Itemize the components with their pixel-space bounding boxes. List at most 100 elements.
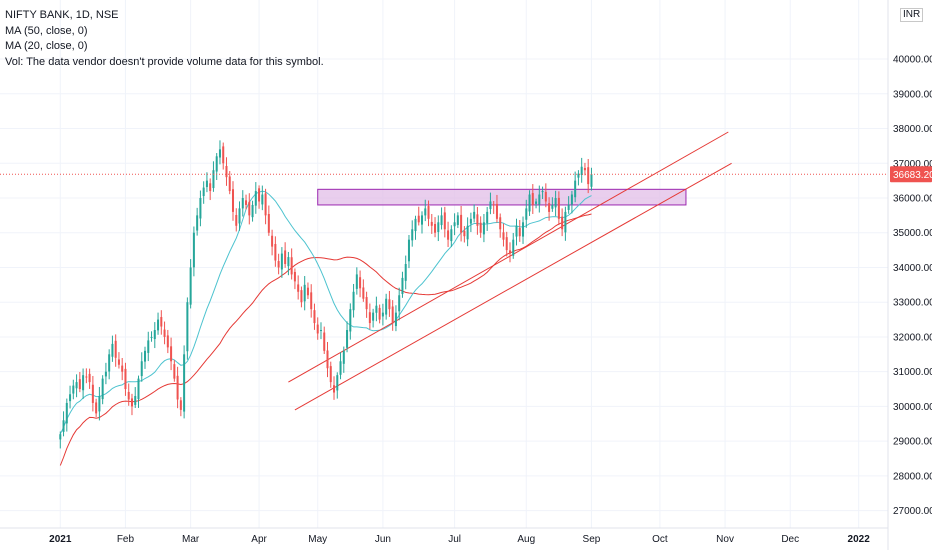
chart-legend: NIFTY BANK, 1D, NSE MA (50, close, 0) MA… xyxy=(5,8,324,70)
price-tick-label: 29000.00 xyxy=(893,437,932,448)
candle-body xyxy=(218,149,221,158)
candle-body xyxy=(580,166,583,175)
candle-body xyxy=(235,215,238,226)
price-tick-label: 40000.00 xyxy=(893,55,932,66)
price-axis[interactable]: 27000.00 28000.00 29000.00 30000.00 31000.00… xyxy=(887,0,932,550)
candle-body xyxy=(453,222,456,227)
current-price-tag xyxy=(890,166,932,183)
candle-body xyxy=(290,257,293,275)
candle-body xyxy=(499,217,502,230)
candle-body xyxy=(170,346,173,362)
candle-body xyxy=(192,232,195,268)
trendline xyxy=(288,131,729,383)
time-tick-label: Jun xyxy=(375,534,391,545)
candle-body xyxy=(417,215,420,223)
candle-body xyxy=(287,257,290,267)
candle-body xyxy=(365,297,368,310)
candle-body xyxy=(225,165,228,178)
candle-body xyxy=(212,170,215,189)
candle-body xyxy=(368,312,371,324)
candle-body xyxy=(280,253,283,270)
price-tick-label: 31000.00 xyxy=(893,367,932,378)
candle-body xyxy=(443,212,446,230)
time-tick-label: Aug xyxy=(517,534,535,545)
candle-body xyxy=(495,203,498,219)
price-tick-label: 28000.00 xyxy=(893,471,932,482)
candle-body xyxy=(346,330,349,348)
candle-body xyxy=(231,189,235,212)
candle-body xyxy=(300,290,303,303)
candle-body xyxy=(215,156,218,172)
candle-body xyxy=(91,384,94,403)
candle-body xyxy=(277,261,280,268)
time-tick-label: Mar xyxy=(182,534,200,545)
candle-body xyxy=(134,396,137,405)
price-tick-label: 32000.00 xyxy=(893,332,932,343)
legend-ma50[interactable]: MA (50, close, 0) xyxy=(5,24,88,37)
candle-body xyxy=(434,224,437,233)
candle-body xyxy=(430,221,433,226)
candle-body xyxy=(88,373,91,383)
candle-body xyxy=(163,329,166,337)
candle-body xyxy=(62,420,65,432)
candle-body xyxy=(492,204,495,206)
candle-body xyxy=(326,350,329,369)
candle-body xyxy=(440,215,443,226)
candle-body xyxy=(466,225,469,240)
candle-body xyxy=(544,191,547,202)
price-tick-label: 37000.00 xyxy=(893,159,932,170)
candle-body xyxy=(554,198,557,208)
ma20-line xyxy=(59,190,592,435)
candle-body xyxy=(78,379,81,390)
candle-body xyxy=(186,302,189,352)
candle-body xyxy=(117,359,120,365)
candle-body xyxy=(512,239,515,256)
candle-body xyxy=(241,198,244,209)
price-tick-label: 33000.00 xyxy=(893,298,932,309)
candle-body xyxy=(319,330,322,331)
candle-body xyxy=(508,250,511,254)
time-axis[interactable]: 2021 Feb Mar Apr May Jun Jul Aug Sep Oct Nov Dec 202… xyxy=(0,527,888,545)
price-tick-label: 27000.00 xyxy=(893,506,932,517)
price-tick-label: 30000.00 xyxy=(893,402,932,413)
candle-body xyxy=(144,350,147,362)
candle-body xyxy=(258,188,261,202)
time-tick-label: 2022 xyxy=(848,534,871,545)
ma50-line xyxy=(59,213,592,466)
time-tick-label: May xyxy=(308,534,327,545)
candle-body xyxy=(124,368,127,390)
candle-body xyxy=(414,218,417,232)
candle-body xyxy=(261,194,264,205)
currency-label[interactable]: INR xyxy=(900,8,924,22)
candle-body xyxy=(486,211,489,224)
candle-body xyxy=(381,312,384,317)
candle-body xyxy=(104,371,107,377)
candle-body xyxy=(310,292,313,310)
candle-body xyxy=(228,176,231,192)
candle-body xyxy=(82,375,85,391)
candle-body xyxy=(424,208,427,216)
candle-body xyxy=(65,402,68,424)
candle-body xyxy=(447,230,450,240)
current-price-tag-label: 36683.20 xyxy=(893,170,932,181)
candle-body xyxy=(518,227,521,237)
candle-body xyxy=(525,208,528,220)
candle-body xyxy=(378,307,381,320)
candle-body xyxy=(574,180,577,198)
candle-body xyxy=(407,239,410,262)
legend-ma20[interactable]: MA (20, close, 0) xyxy=(5,40,88,52)
candle-body xyxy=(359,277,362,289)
legend-volume-note: Vol: The data vendor doesn't provide vol… xyxy=(5,55,324,68)
price-tick-label: 38000.00 xyxy=(893,124,932,135)
time-tick-label: Nov xyxy=(716,534,734,545)
candle-body xyxy=(254,191,257,206)
candle-body xyxy=(587,167,590,185)
legend-symbol[interactable]: NIFTY BANK, 1D, NSE xyxy=(5,9,119,21)
time-tick-label: Sep xyxy=(583,534,601,545)
time-tick-label: Feb xyxy=(117,534,135,545)
candle-body xyxy=(394,312,397,327)
time-tick-label: Oct xyxy=(652,534,668,545)
candle-body xyxy=(114,340,117,358)
